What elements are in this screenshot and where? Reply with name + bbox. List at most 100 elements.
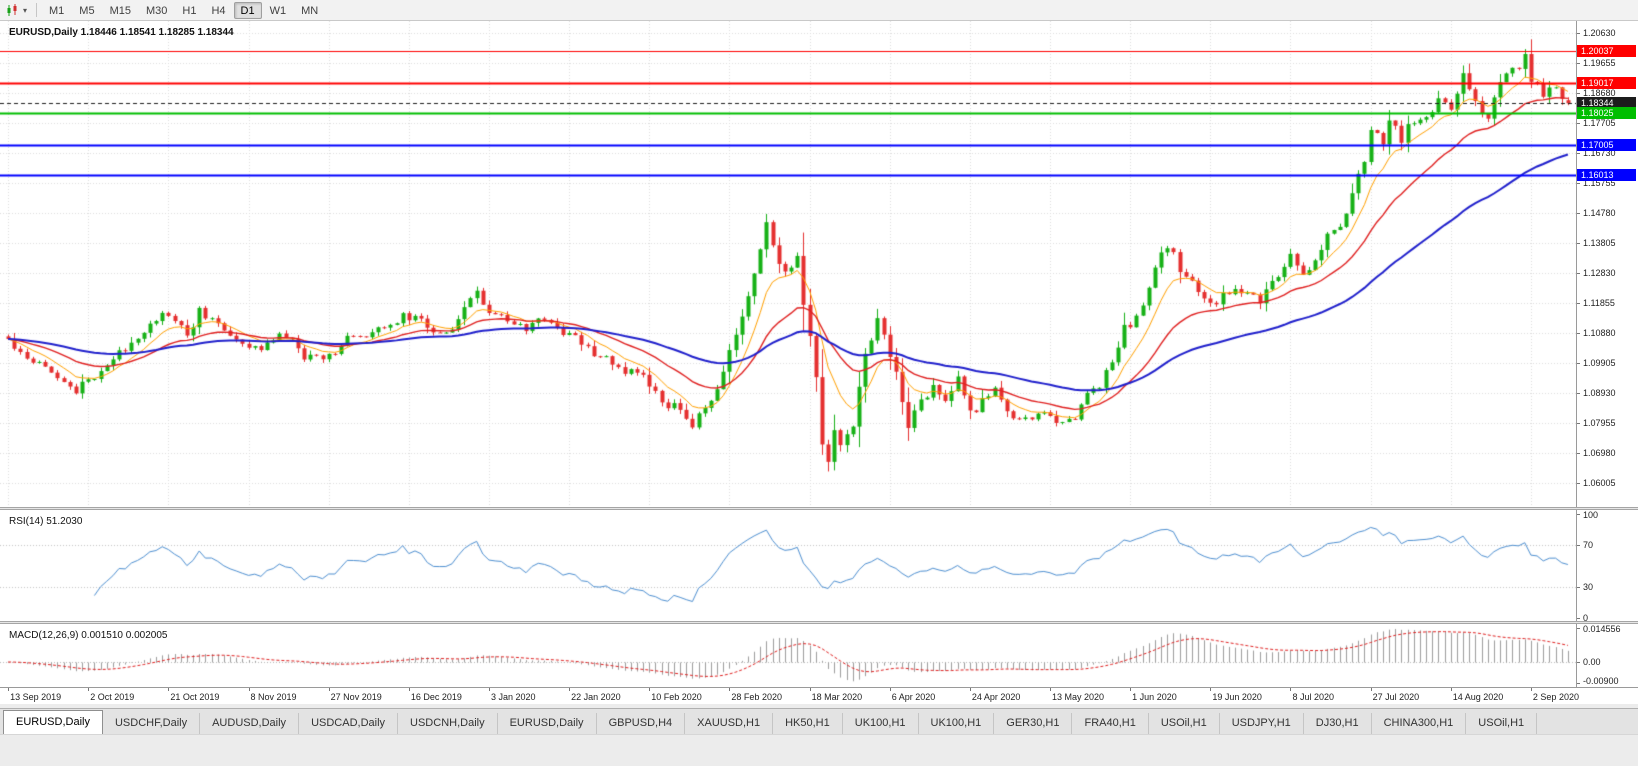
chart-tab-fra40-h1[interactable]: FRA40,H1 — [1072, 713, 1149, 734]
date-tick-mark — [88, 688, 89, 691]
price-tick-label: 1.14780 — [1583, 208, 1616, 218]
chart-tab-eurusd-daily[interactable]: EURUSD,Daily — [3, 710, 103, 734]
macd-tick-label: -0.00900 — [1583, 676, 1619, 686]
timeframe-group: M1 M5 M15 M30 H1 H4 D1 W1 MN — [42, 1, 325, 19]
timeframe-button-d1[interactable]: D1 — [233, 1, 262, 19]
price-tick-label: 1.12830 — [1583, 268, 1616, 278]
price-tick-label: 1.17705 — [1583, 118, 1616, 128]
macd-title: MACD(12,26,9) 0.001510 0.002005 — [9, 630, 168, 641]
chart-tab-usdchf-daily[interactable]: USDCHF,Daily — [103, 713, 201, 734]
date-label: 28 Feb 2020 — [731, 692, 782, 702]
chart-tab-gbpusd-h4[interactable]: GBPUSD,H4 — [597, 713, 686, 734]
chart-tab-china300-h1[interactable]: CHINA300,H1 — [1372, 713, 1467, 734]
date-tick-mark — [8, 688, 9, 691]
price-tick-mark — [1577, 213, 1580, 214]
date-label: 1 Jun 2020 — [1132, 692, 1177, 702]
chart-tab-uk100-h1[interactable]: UK100,H1 — [843, 713, 919, 734]
timeframe-button-w1[interactable]: W1 — [269, 4, 287, 17]
rsi-tick-label: 100 — [1583, 510, 1599, 520]
chevron-down-icon[interactable]: ▾ — [23, 5, 28, 15]
chart-tab-audusd-daily[interactable]: AUDUSD,Daily — [200, 713, 300, 734]
date-tick-mark — [409, 688, 410, 691]
macd-tick-mark — [1577, 683, 1580, 684]
date-label: 27 Jul 2020 — [1372, 692, 1420, 702]
level-price-label: 1.16013 — [1577, 169, 1636, 182]
date-tick-mark — [729, 688, 730, 691]
chart-tab-usoil-h1[interactable]: USOil,H1 — [1149, 713, 1220, 734]
price-tick-mark — [1577, 63, 1580, 64]
chart-tab-xauusd-h1[interactable]: XAUUSD,H1 — [685, 713, 774, 734]
timeframe-button-m30[interactable]: M30 — [145, 4, 168, 17]
price-tick-mark — [1577, 303, 1580, 304]
date-tick-mark — [1130, 688, 1131, 691]
macd-tick-mark — [1577, 662, 1580, 663]
chart-tab-dj30-h1[interactable]: DJ30,H1 — [1304, 713, 1372, 734]
window-gap — [0, 704, 1638, 708]
rsi-tick-label: 30 — [1583, 581, 1594, 592]
time-axis[interactable]: 13 Sep 2019 2 Oct 2019 21 Oct 2019 8 Nov 20… — [0, 687, 1638, 704]
price-tick-mark — [1577, 483, 1580, 484]
date-label: 14 Aug 2020 — [1452, 692, 1504, 702]
chart-tab-usdcad-daily[interactable]: USDCAD,Daily — [299, 713, 399, 734]
date-label: 22 Jan 2020 — [571, 692, 621, 702]
date-label: 13 May 2020 — [1052, 692, 1105, 702]
price-tick-label: 1.16730 — [1583, 148, 1616, 158]
chart-title: EURUSD,Daily 1.18446 1.18541 1.18285 1.1… — [9, 27, 234, 38]
date-tick-mark — [649, 688, 650, 691]
timeframe-button-h4[interactable]: H4 — [211, 4, 226, 17]
macd-tick-label: 0.014556 — [1583, 624, 1621, 634]
date-label: 8 Nov 2019 — [250, 692, 297, 702]
timeframe-button-m15[interactable]: M15 — [109, 4, 131, 17]
chart-tab-usdjpy-h1[interactable]: USDJPY,H1 — [1220, 713, 1304, 734]
macd-canvas[interactable] — [0, 624, 1576, 687]
date-tick-mark — [249, 688, 250, 691]
macd-tick-mark — [1577, 628, 1580, 629]
date-label: 27 Nov 2019 — [330, 692, 382, 702]
pane-splitter-rsi[interactable] — [0, 507, 1638, 510]
date-label: 24 Apr 2020 — [971, 692, 1021, 702]
rsi-axis: 100 70 30 0 — [1576, 510, 1638, 621]
price-axis[interactable]: 1.20630 1.19655 1.18680 1.17705 1.16730 1.157… — [1576, 21, 1638, 507]
chart-type-button[interactable] — [3, 1, 22, 19]
timeframe-button-h1[interactable]: H1 — [182, 4, 197, 17]
main-chart-canvas[interactable] — [0, 21, 1576, 507]
macd-pane: MACD(12,26,9) 0.001510 0.002005 0.014556… — [0, 624, 1638, 687]
date-tick-mark — [489, 688, 490, 691]
date-label: 18 Mar 2020 — [811, 692, 863, 702]
date-label: 13 Sep 2019 — [10, 692, 62, 702]
chart-tab-uk100-h1[interactable]: UK100,H1 — [919, 713, 995, 734]
price-tick-mark — [1577, 393, 1580, 394]
date-tick-mark — [1050, 688, 1051, 691]
date-tick-mark — [1531, 688, 1532, 691]
chart-tab-usdcnh-daily[interactable]: USDCNH,Daily — [398, 713, 498, 734]
main-chart-pane: EURUSD,Daily 1.18446 1.18541 1.18285 1.1… — [0, 21, 1638, 507]
timeframe-button-mn[interactable]: MN — [301, 4, 319, 17]
date-tick-mark — [890, 688, 891, 691]
rsi-canvas[interactable] — [0, 510, 1576, 621]
price-tick-mark — [1577, 333, 1580, 334]
timeframe-button-m5[interactable]: M5 — [79, 4, 95, 17]
rsi-pane: RSI(14) 51.2030 100 70 30 0 — [0, 510, 1638, 621]
price-tick-mark — [1577, 153, 1580, 154]
toolbar-separator — [36, 3, 38, 17]
status-area — [0, 734, 1638, 766]
chart-tab-ger30-h1[interactable]: GER30,H1 — [994, 713, 1073, 734]
chart-tab-usoil-h1[interactable]: USOil,H1 — [1466, 713, 1538, 734]
candlestick-chart-icon — [7, 3, 17, 16]
date-tick-mark — [569, 688, 570, 691]
rsi-tick-mark — [1577, 514, 1580, 515]
pane-splitter-macd[interactable] — [0, 621, 1638, 624]
date-tick-mark — [1371, 688, 1372, 691]
level-price-label: 1.20037 — [1577, 45, 1636, 58]
price-tick-mark — [1577, 123, 1580, 124]
chart-tab-hk50-h1[interactable]: HK50,H1 — [773, 713, 843, 734]
date-label: 19 Jun 2020 — [1212, 692, 1262, 702]
price-tick-mark — [1577, 243, 1580, 244]
date-label: 8 Jul 2020 — [1292, 692, 1335, 702]
chart-tab-eurusd-daily[interactable]: EURUSD,Daily — [498, 713, 597, 734]
price-tick-mark — [1577, 453, 1580, 454]
price-tick-label: 1.11855 — [1583, 298, 1615, 308]
current-price-label: 1.18344 — [1577, 97, 1636, 110]
rsi-tick-label: 0 — [1583, 613, 1589, 621]
timeframe-button-m1[interactable]: M1 — [49, 4, 65, 17]
